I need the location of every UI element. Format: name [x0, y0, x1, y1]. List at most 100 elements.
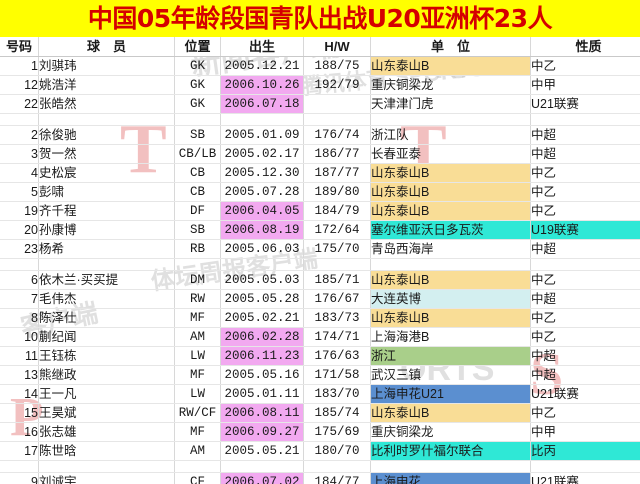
table-row[interactable]: 19 齐千程 DF 2006.04.05 184/79 山东泰山B 中乙: [0, 201, 640, 221]
cell-number: 13: [0, 365, 39, 385]
cell-type: 中乙: [530, 308, 640, 328]
cell-hw: 172/64: [303, 220, 371, 240]
cell-position: MF: [174, 308, 221, 328]
cell-birth: 2005.12.30: [220, 163, 304, 183]
table-row[interactable]: 16 张志雄 MF 2006.09.27 175/69 重庆铜梁龙 中甲: [0, 422, 640, 442]
table-row[interactable]: 7 毛伟杰 RW 2005.05.28 176/67 大连英博 中超: [0, 289, 640, 309]
column-header-number: 号码: [0, 37, 39, 57]
cell-birth: 2005.02.21: [220, 308, 304, 328]
cell-club: 比利时罗什福尔联合: [370, 441, 531, 461]
cell-position: AM: [174, 327, 221, 347]
cell-hw: 184/79: [303, 201, 371, 221]
cell-type: 中乙: [530, 56, 640, 76]
cell-position: GK: [174, 56, 221, 76]
cell-type: U19联赛: [530, 220, 640, 240]
cell-position: CF: [174, 472, 221, 484]
table-row[interactable]: 11 王钰栋 LW 2006.11.23 176/63 浙江 中超: [0, 346, 640, 366]
cell-position: RB: [174, 239, 221, 259]
cell-position: GK: [174, 94, 221, 114]
table-row[interactable]: 5 彭啸 CB 2005.07.28 189/80 山东泰山B 中乙: [0, 182, 640, 202]
cell-birth: 2005.01.11: [220, 384, 304, 404]
cell-number: 4: [0, 163, 39, 183]
separator-cell: [174, 460, 221, 473]
cell-club: 上海申花: [370, 472, 531, 484]
cell-club: 山东泰山B: [370, 308, 531, 328]
title-band: 中国05年龄段国青队出战U20亚洲杯23人: [0, 0, 640, 37]
cell-player: 史松宸: [38, 163, 175, 183]
cell-type: 中甲: [530, 75, 640, 95]
cell-hw: [303, 94, 371, 114]
cell-type: 中乙: [530, 403, 640, 423]
cell-position: MF: [174, 365, 221, 385]
cell-number: 6: [0, 270, 39, 290]
cell-player: 王一凡: [38, 384, 175, 404]
table-row[interactable]: 9 刘诚宇 CF 2006.07.02 184/77 上海申花 U21联赛: [0, 472, 640, 484]
cell-player: 齐千程: [38, 201, 175, 221]
cell-hw: 185/71: [303, 270, 371, 290]
cell-type: 中超: [530, 365, 640, 385]
cell-birth: 2006.08.19: [220, 220, 304, 240]
table-row[interactable]: 12 姚浩洋 GK 2006.10.26 192/79 重庆铜梁龙 中甲: [0, 75, 640, 95]
table-row[interactable]: 3 贺一然 CB/LB 2005.02.17 186/77 长春亚泰 中超: [0, 144, 640, 164]
cell-type: 中乙: [530, 327, 640, 347]
table-row[interactable]: 20 孙康博 SB 2006.08.19 172/64 塞尔维亚沃日多瓦茨 U19联赛: [0, 220, 640, 240]
cell-position: SB: [174, 125, 221, 145]
table-row[interactable]: 15 王昊斌 RW/CF 2006.08.11 185/74 山东泰山B 中乙: [0, 403, 640, 423]
table-row[interactable]: 13 熊继政 MF 2005.05.16 171/58 武汉三镇 中超: [0, 365, 640, 385]
cell-player: 彭啸: [38, 182, 175, 202]
table-row[interactable]: 17 陈世晗 AM 2005.05.21 180/70 比利时罗什福尔联合 比丙: [0, 441, 640, 461]
cell-player: 徐俊驰: [38, 125, 175, 145]
cell-player: 熊继政: [38, 365, 175, 385]
table-row[interactable]: 14 王一凡 LW 2005.01.11 183/70 上海申花U21 U21联赛: [0, 384, 640, 404]
table-row[interactable]: 10 蒯纪闻 AM 2006.02.28 174/71 上海海港B 中乙: [0, 327, 640, 347]
cell-player: 姚浩洋: [38, 75, 175, 95]
table-header: 号码 球 员 位置 出生 H/W 单 位 性质: [0, 37, 640, 57]
cell-player: 杨希: [38, 239, 175, 259]
page-title: 中国05年龄段国青队出战U20亚洲杯23人: [87, 4, 553, 33]
cell-player: 王钰栋: [38, 346, 175, 366]
column-header-club: 单 位: [370, 37, 531, 57]
table-row[interactable]: 8 陈泽仕 MF 2005.02.21 183/73 山东泰山B 中乙: [0, 308, 640, 328]
table-row[interactable]: 22 张皓然 GK 2006.07.18 天津津门虎 U21联赛: [0, 94, 640, 114]
cell-number: 14: [0, 384, 39, 404]
cell-position: DM: [174, 270, 221, 290]
cell-player: 毛伟杰: [38, 289, 175, 309]
cell-player: 张志雄: [38, 422, 175, 442]
cell-position: CB/LB: [174, 144, 221, 164]
cell-type: U21联赛: [530, 94, 640, 114]
roster-table: 号码 球 员 位置 出生 H/W 单 位 性质 1 刘骐玮 GK 2005.12.21…: [0, 37, 640, 484]
cell-birth: 2006.09.27: [220, 422, 304, 442]
cell-hw: 174/71: [303, 327, 371, 347]
cell-number: 7: [0, 289, 39, 309]
cell-hw: 176/63: [303, 346, 371, 366]
cell-club: 大连英博: [370, 289, 531, 309]
cell-club: 上海申花U21: [370, 384, 531, 404]
cell-number: 17: [0, 441, 39, 461]
table-row[interactable]: 4 史松宸 CB 2005.12.30 187/77 山东泰山B 中乙: [0, 163, 640, 183]
cell-hw: 187/77: [303, 163, 371, 183]
cell-player: 蒯纪闻: [38, 327, 175, 347]
cell-club: 武汉三镇: [370, 365, 531, 385]
cell-number: 9: [0, 472, 39, 484]
cell-player: 张皓然: [38, 94, 175, 114]
separator-cell: [0, 460, 39, 473]
table-row[interactable]: 6 依木兰·买买提 DM 2005.05.03 185/71 山东泰山B 中乙: [0, 270, 640, 290]
cell-player: 刘骐玮: [38, 56, 175, 76]
cell-player: 贺一然: [38, 144, 175, 164]
cell-number: 12: [0, 75, 39, 95]
cell-birth: 2006.04.05: [220, 201, 304, 221]
separator-cell: [38, 258, 175, 271]
cell-position: LW: [174, 346, 221, 366]
cell-birth: 2005.05.28: [220, 289, 304, 309]
cell-player: 陈泽仕: [38, 308, 175, 328]
cell-birth: 2005.05.21: [220, 441, 304, 461]
separator-cell: [0, 113, 39, 126]
table-row[interactable]: 1 刘骐玮 GK 2005.12.21 188/75 山东泰山B 中乙: [0, 56, 640, 76]
table-row[interactable]: 23 杨希 RB 2005.06.03 175/70 青岛西海岸 中超: [0, 239, 640, 259]
cell-type: 中乙: [530, 163, 640, 183]
cell-hw: 171/58: [303, 365, 371, 385]
cell-number: 23: [0, 239, 39, 259]
cell-type: 中乙: [530, 270, 640, 290]
table-row[interactable]: 2 徐俊驰 SB 2005.01.09 176/74 浙江队 中超: [0, 125, 640, 145]
separator-cell: [530, 113, 640, 126]
